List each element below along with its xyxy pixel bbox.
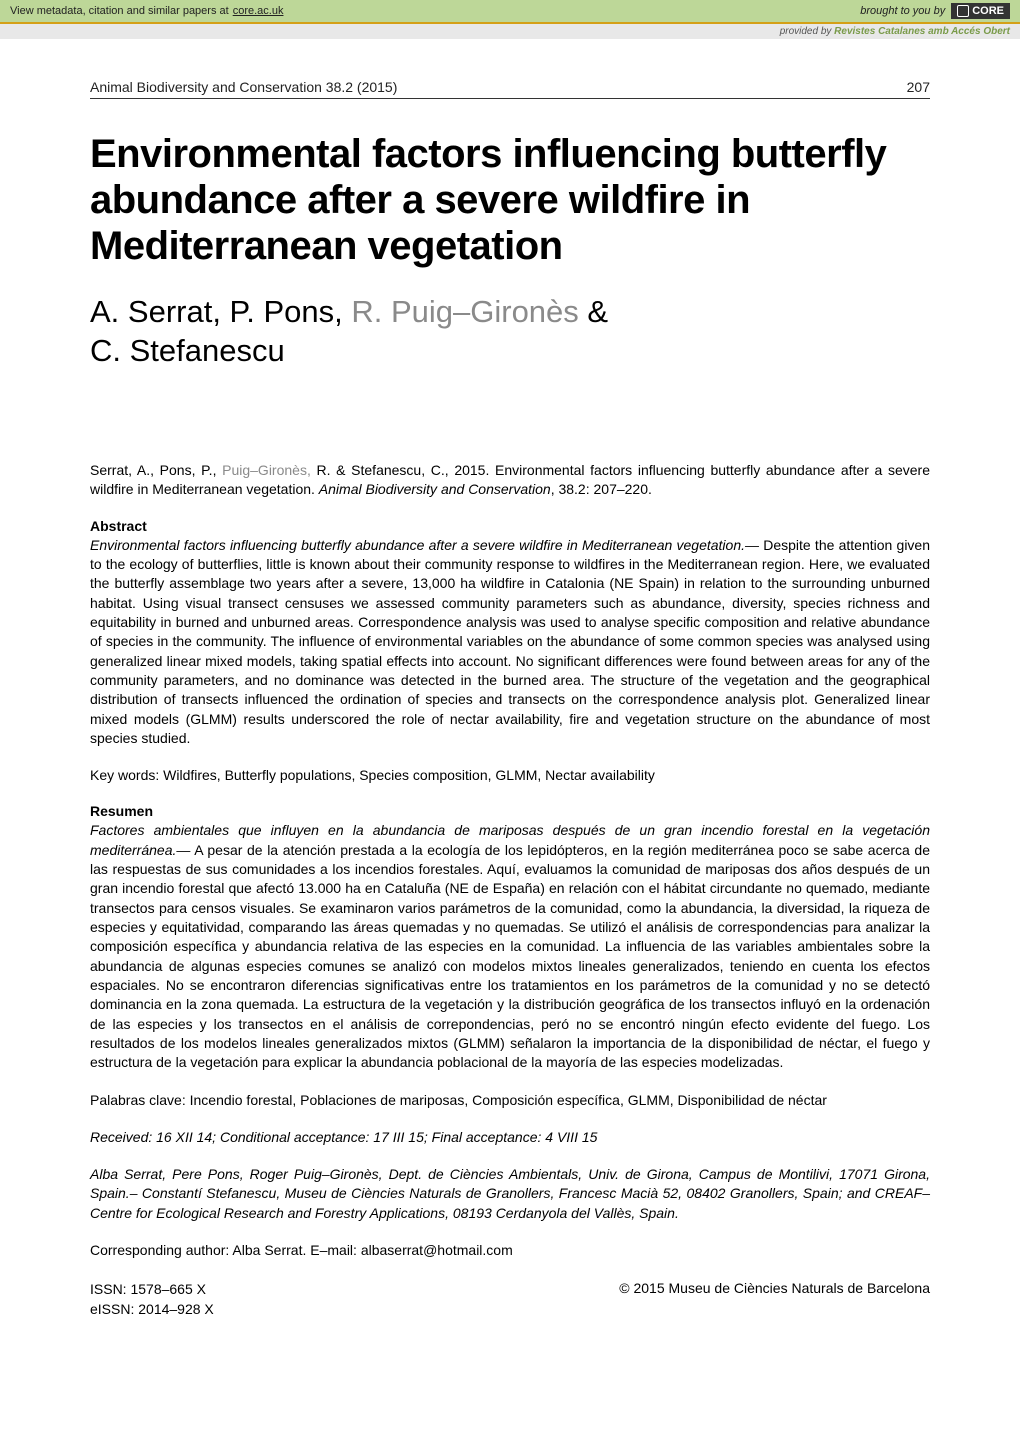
metadata-prefix: View metadata, citation and similar pape… xyxy=(10,5,229,17)
corresponding-author: Corresponding author: Alba Serrat. E–mai… xyxy=(90,1241,930,1260)
page-content: Animal Biodiversity and Conservation 38.… xyxy=(0,39,1020,1370)
provided-prefix: provided by xyxy=(780,26,832,37)
core-label: CORE xyxy=(972,5,1004,17)
keywords: Key words: Wildfires, Butterfly populati… xyxy=(90,766,930,785)
resumen-body: Factores ambientales que influyen en la … xyxy=(90,821,930,1072)
citation-tail: , 38.2: 207–220. xyxy=(551,481,652,497)
core-badge[interactable]: CORE xyxy=(951,3,1010,19)
core-link[interactable]: core.ac.uk xyxy=(233,5,284,17)
author-group-1: A. Serrat, P. Pons, xyxy=(90,294,343,329)
eissn: eISSN: 2014–928 X xyxy=(90,1300,214,1320)
journal-name: Animal Biodiversity and Conservation 38.… xyxy=(90,79,397,95)
abstract-heading: Abstract xyxy=(90,518,930,534)
banner-left: View metadata, citation and similar pape… xyxy=(10,5,283,17)
brought-by-text: brought to you by xyxy=(860,5,945,17)
article-title: Environmental factors influencing butter… xyxy=(90,131,930,269)
resumen-heading: Resumen xyxy=(90,803,930,819)
core-metadata-banner: View metadata, citation and similar pape… xyxy=(0,0,1020,24)
ampersand: & xyxy=(587,294,608,329)
abstract-title: Environmental factors influencing butter… xyxy=(90,537,759,553)
citation-journal: Animal Biodiversity and Conservation xyxy=(319,481,551,497)
abstract-text: Despite the attention given to the ecolo… xyxy=(90,537,930,746)
resumen-text: A pesar de la atención prestada a la eco… xyxy=(90,842,930,1070)
author-gray: R. Puig–Gironès xyxy=(343,294,588,329)
issn: ISSN: 1578–665 X xyxy=(90,1280,214,1300)
provider-name: Revistes Catalanes amb Accés Obert xyxy=(834,26,1010,37)
received-dates: Received: 16 XII 14; Conditional accepta… xyxy=(90,1128,930,1147)
core-icon xyxy=(957,5,969,17)
citation: Serrat, A., Pons, P., Puig–Gironès, R. &… xyxy=(90,461,930,500)
affiliations: Alba Serrat, Pere Pons, Roger Puig–Giron… xyxy=(90,1165,930,1223)
citation-gray: Puig–Gironès, xyxy=(222,462,311,478)
palabras-clave: Palabras clave: Incendio forestal, Pobla… xyxy=(90,1091,930,1110)
provider-banner: provided by Revistes Catalanes amb Accés… xyxy=(0,24,1020,39)
page-footer: ISSN: 1578–665 X eISSN: 2014–928 X © 201… xyxy=(90,1280,930,1319)
journal-header: Animal Biodiversity and Conservation 38.… xyxy=(90,79,930,99)
author-group-2: C. Stefanescu xyxy=(90,333,285,368)
citation-pre: Serrat, A., Pons, P., xyxy=(90,462,222,478)
authors-line: A. Serrat, P. Pons, R. Puig–Gironès & C.… xyxy=(90,293,930,371)
banner-right: brought to you by CORE xyxy=(860,3,1010,19)
issn-block: ISSN: 1578–665 X eISSN: 2014–928 X xyxy=(90,1280,214,1319)
abstract-body: Environmental factors influencing butter… xyxy=(90,536,930,748)
copyright: © 2015 Museu de Ciències Naturals de Bar… xyxy=(619,1280,930,1296)
page-number: 207 xyxy=(907,79,930,95)
